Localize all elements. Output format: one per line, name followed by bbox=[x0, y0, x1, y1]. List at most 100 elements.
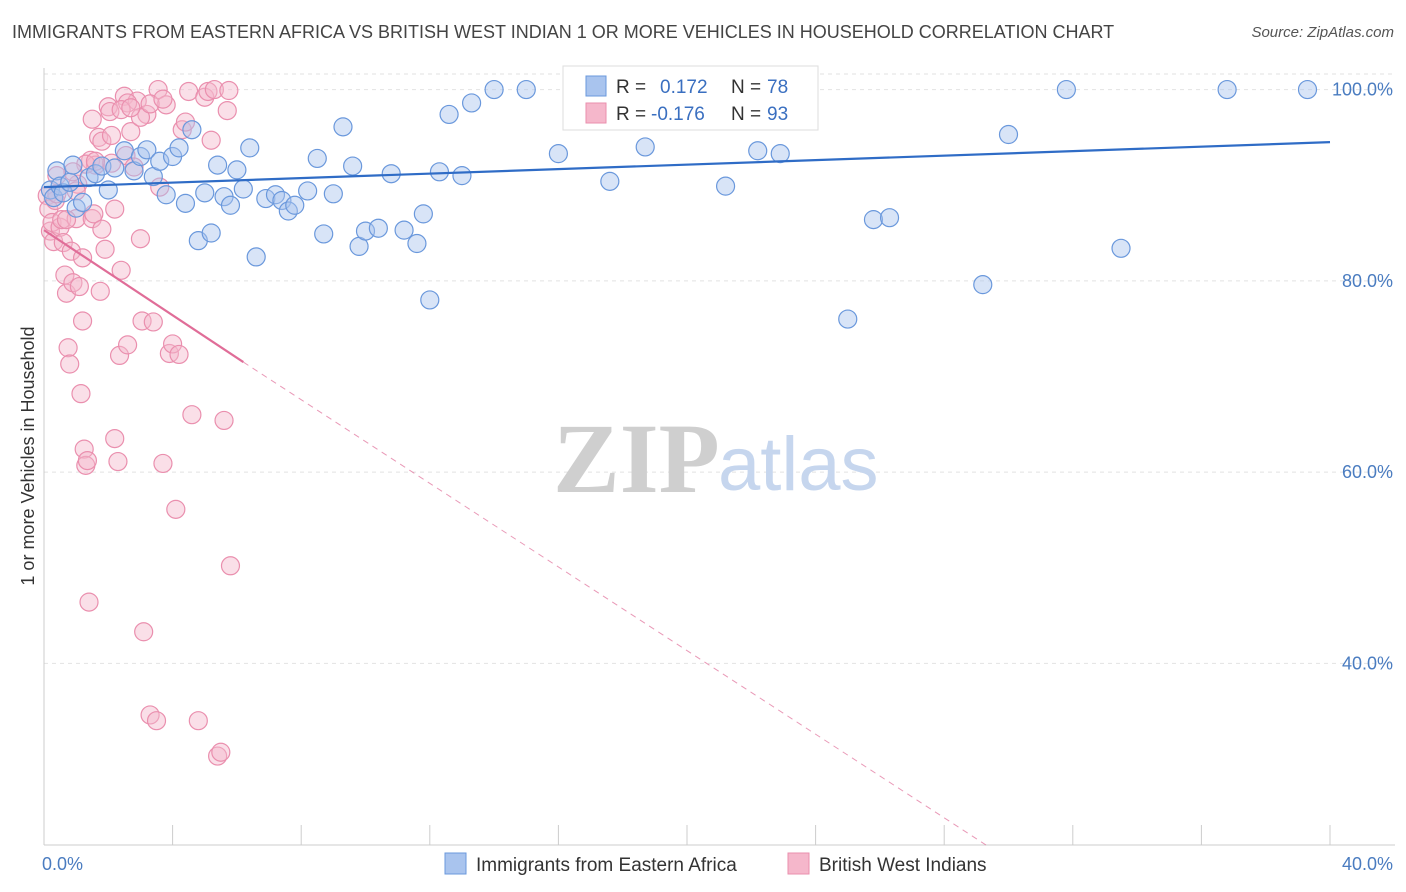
point-blue-41 bbox=[307, 148, 327, 169]
point-blue-57 bbox=[461, 93, 482, 113]
point-pink-63 bbox=[179, 81, 199, 102]
point-blue-50 bbox=[394, 220, 414, 240]
point-blue-35 bbox=[256, 188, 276, 209]
point-blue-72 bbox=[973, 275, 993, 295]
y-axis-label: 1 or more Vehicles in Household bbox=[18, 326, 38, 585]
point-pink-30 bbox=[90, 281, 110, 301]
point-pink-32 bbox=[95, 239, 115, 259]
y-tick-label-3: 40.0% bbox=[1342, 653, 1393, 673]
point-blue-55 bbox=[439, 104, 459, 125]
point-pink-18 bbox=[69, 276, 89, 297]
axes bbox=[43, 68, 1395, 846]
legend-n-label-pink: N = bbox=[731, 104, 761, 125]
point-blue-73 bbox=[998, 124, 1019, 145]
point-pink-89 bbox=[111, 100, 131, 120]
trend-line-pink bbox=[43, 229, 244, 364]
bottom-legend-label-pink: British West Indians bbox=[819, 855, 987, 876]
trend-line-blue bbox=[43, 141, 1331, 189]
point-blue-74 bbox=[1056, 79, 1076, 100]
x-tick-label-1: 40.0% bbox=[1342, 854, 1393, 874]
point-pink-48 bbox=[134, 622, 154, 642]
point-pink-38 bbox=[109, 345, 130, 365]
series-legend: Immigrants from Eastern Africa British W… bbox=[444, 852, 987, 876]
legend-n-value-pink: 93 bbox=[767, 104, 788, 125]
point-pink-19 bbox=[71, 384, 91, 404]
point-pink-24 bbox=[79, 592, 99, 612]
point-blue-39 bbox=[285, 195, 305, 215]
point-blue-1 bbox=[44, 188, 64, 208]
point-blue-71 bbox=[879, 208, 900, 228]
point-pink-72 bbox=[214, 410, 234, 431]
point-pink-52 bbox=[146, 711, 167, 731]
point-pink-51 bbox=[143, 312, 163, 332]
point-pink-65 bbox=[188, 711, 208, 731]
point-blue-60 bbox=[548, 144, 569, 164]
point-pink-92 bbox=[153, 89, 173, 109]
point-blue-24 bbox=[182, 120, 202, 140]
point-pink-90 bbox=[121, 98, 141, 118]
point-pink-69 bbox=[204, 79, 224, 100]
point-pink-73 bbox=[217, 100, 237, 121]
y-tick-label-2: 60.0% bbox=[1342, 462, 1393, 482]
point-blue-40 bbox=[298, 181, 318, 201]
point-pink-21 bbox=[74, 439, 94, 459]
y-tick-label-1: 80.0% bbox=[1342, 271, 1393, 291]
legend-box: R = 0.172 N = 78 R = -0.176 N = 93 bbox=[562, 65, 819, 131]
point-pink-42 bbox=[117, 335, 138, 355]
bottom-legend-swatch-pink bbox=[787, 852, 810, 875]
watermark-atlas: atlas bbox=[718, 422, 879, 507]
point-blue-37 bbox=[272, 190, 292, 211]
point-blue-58 bbox=[484, 79, 504, 100]
legend-swatch-pink bbox=[585, 102, 607, 124]
point-blue-48 bbox=[368, 218, 388, 238]
point-pink-75 bbox=[220, 556, 241, 576]
point-blue-75 bbox=[1111, 238, 1131, 258]
point-pink-58 bbox=[163, 334, 183, 354]
point-pink-86 bbox=[82, 109, 102, 129]
legend-r-value-pink: -0.176 bbox=[651, 104, 705, 125]
trend-extension-pink bbox=[243, 361, 987, 846]
point-blue-67 bbox=[770, 144, 790, 164]
point-blue-6 bbox=[63, 155, 83, 175]
point-blue-5 bbox=[60, 172, 80, 192]
point-blue-66 bbox=[748, 141, 768, 161]
point-pink-71 bbox=[211, 742, 231, 762]
point-pink-74 bbox=[219, 80, 239, 101]
point-blue-63 bbox=[635, 137, 655, 157]
point-pink-31 bbox=[92, 219, 112, 239]
point-blue-53 bbox=[420, 290, 440, 310]
point-blue-59 bbox=[516, 79, 536, 100]
point-pink-46 bbox=[130, 229, 151, 249]
point-blue-65 bbox=[715, 176, 736, 196]
point-blue-34 bbox=[246, 247, 266, 267]
point-pink-37 bbox=[108, 451, 128, 472]
point-pink-7 bbox=[50, 217, 70, 237]
legend-swatch-blue bbox=[585, 75, 607, 97]
point-pink-64 bbox=[182, 405, 202, 425]
point-blue-54 bbox=[429, 162, 450, 182]
point-pink-55 bbox=[153, 453, 173, 474]
point-pink-8 bbox=[52, 210, 72, 230]
point-blue-56 bbox=[452, 166, 472, 186]
tick-labels: 100.0% 80.0% 60.0% 40.0% 0.0% 40.0% bbox=[42, 80, 1393, 874]
bottom-legend-label-blue: Immigrants from Eastern Africa bbox=[476, 855, 737, 876]
legend-r-label-blue: R = bbox=[616, 77, 646, 98]
point-pink-60 bbox=[169, 344, 189, 365]
point-blue-69 bbox=[838, 309, 858, 329]
series-british-west-indians bbox=[37, 79, 241, 766]
point-blue-33 bbox=[240, 138, 260, 158]
chart-title: IMMIGRANTS FROM EASTERN AFRICA VS BRITIS… bbox=[12, 22, 1115, 42]
point-pink-56 bbox=[156, 95, 176, 115]
point-pink-68 bbox=[201, 130, 221, 150]
point-pink-43 bbox=[121, 122, 141, 142]
point-blue-19 bbox=[150, 151, 170, 171]
point-blue-17 bbox=[137, 140, 157, 160]
point-blue-13 bbox=[105, 158, 125, 178]
point-blue-8 bbox=[72, 192, 93, 212]
legend-n-label-blue: N = bbox=[731, 77, 761, 98]
point-blue-70 bbox=[863, 210, 884, 230]
legend-r-label-pink: R = bbox=[616, 104, 646, 125]
x-tick-label-0: 0.0% bbox=[42, 854, 83, 874]
watermark: ZIP atlas bbox=[553, 403, 879, 514]
